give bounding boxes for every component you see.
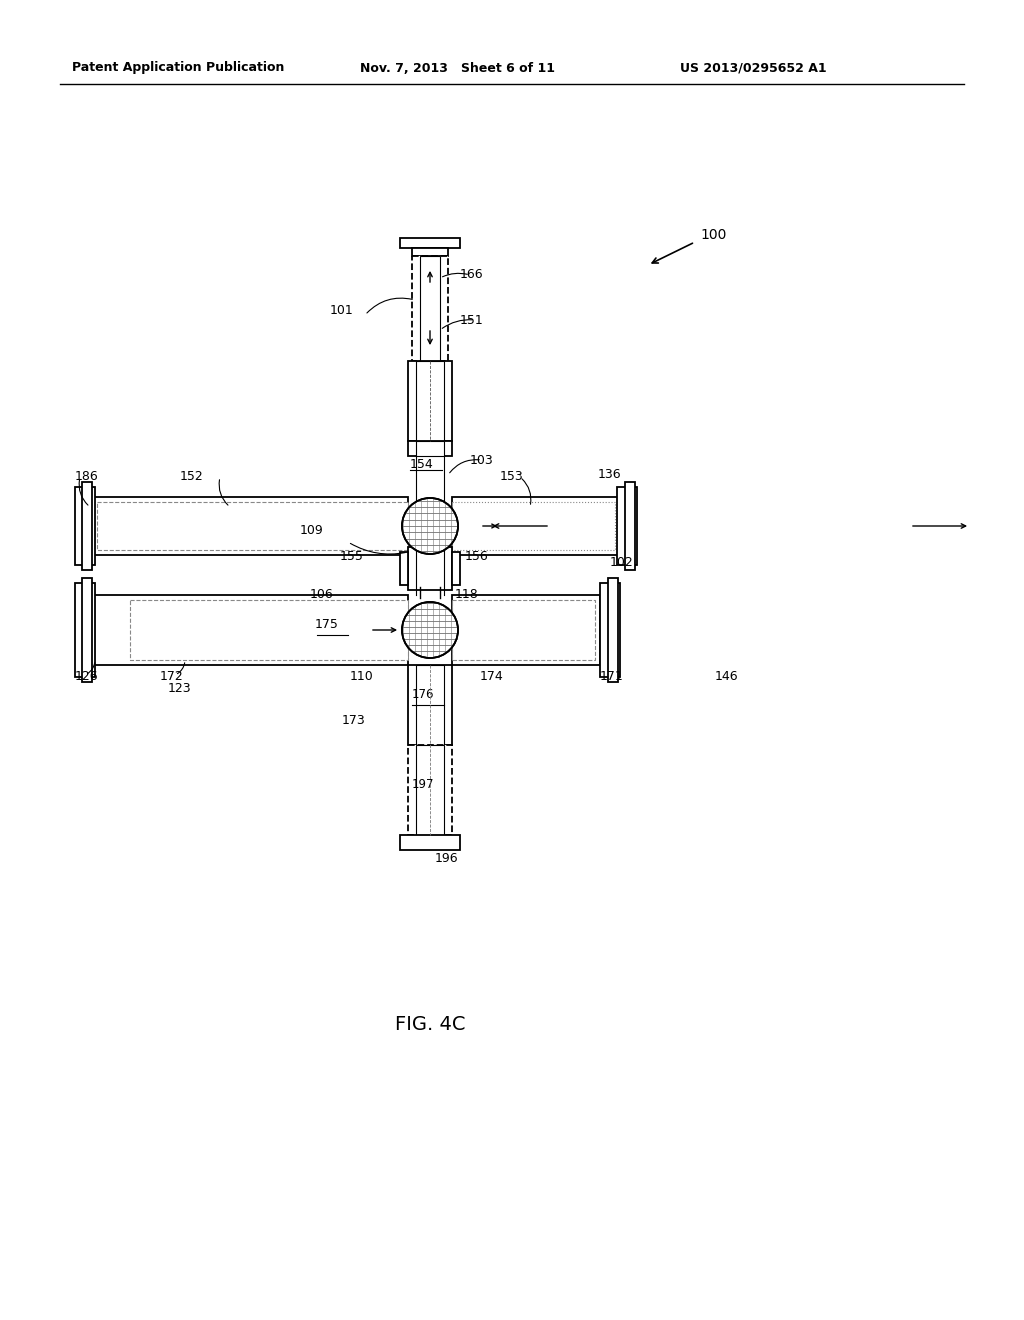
Bar: [452, 502, 615, 550]
Text: 152: 152: [180, 470, 204, 483]
Text: 173: 173: [342, 714, 366, 726]
Bar: [420, 256, 440, 360]
Bar: [625, 482, 635, 570]
Bar: [130, 601, 408, 660]
Bar: [400, 836, 460, 850]
Text: 186: 186: [75, 470, 98, 483]
Text: 123: 123: [168, 682, 191, 696]
Bar: [97, 502, 408, 550]
Bar: [408, 744, 452, 836]
Text: 110: 110: [350, 671, 374, 684]
Text: 176: 176: [412, 689, 434, 701]
Text: 102: 102: [610, 557, 634, 569]
Text: 154: 154: [410, 458, 434, 471]
Text: 118: 118: [455, 589, 479, 602]
Bar: [412, 256, 449, 360]
Bar: [452, 552, 460, 585]
Text: 146: 146: [715, 671, 738, 684]
Bar: [82, 482, 92, 570]
Text: 126: 126: [75, 671, 98, 684]
Bar: [452, 595, 600, 665]
Text: 172: 172: [160, 671, 183, 684]
Bar: [400, 552, 408, 585]
Circle shape: [402, 602, 458, 657]
Circle shape: [402, 498, 458, 554]
Bar: [608, 578, 618, 682]
Bar: [416, 744, 444, 836]
Text: 103: 103: [470, 454, 494, 466]
Text: FIG. 4C: FIG. 4C: [394, 1015, 465, 1035]
Bar: [75, 487, 95, 565]
Text: 151: 151: [460, 314, 483, 326]
Bar: [408, 665, 452, 744]
Text: 101: 101: [330, 304, 353, 317]
Bar: [408, 360, 452, 441]
Text: 175: 175: [315, 619, 339, 631]
Text: 166: 166: [460, 268, 483, 281]
Text: 197: 197: [412, 779, 434, 792]
Bar: [452, 601, 595, 660]
Bar: [452, 498, 620, 554]
Bar: [416, 360, 444, 441]
Text: US 2013/0295652 A1: US 2013/0295652 A1: [680, 62, 826, 74]
Bar: [82, 578, 92, 682]
Text: 109: 109: [300, 524, 324, 537]
Bar: [92, 498, 408, 554]
Text: 106: 106: [310, 589, 334, 602]
Bar: [400, 238, 460, 248]
Text: 153: 153: [500, 470, 523, 483]
Text: Nov. 7, 2013   Sheet 6 of 11: Nov. 7, 2013 Sheet 6 of 11: [360, 62, 555, 74]
Bar: [600, 583, 620, 677]
Bar: [408, 441, 452, 455]
Bar: [412, 248, 449, 256]
Bar: [92, 595, 408, 665]
Text: Patent Application Publication: Patent Application Publication: [72, 62, 285, 74]
Text: 100: 100: [700, 228, 726, 242]
Bar: [416, 441, 444, 455]
Text: 136: 136: [598, 469, 622, 482]
Text: 156: 156: [465, 550, 488, 564]
Bar: [617, 487, 637, 565]
Text: 196: 196: [435, 851, 459, 865]
Bar: [75, 583, 95, 677]
Text: 174: 174: [480, 671, 504, 684]
Text: 155: 155: [340, 550, 364, 564]
Bar: [416, 665, 444, 744]
Text: 171: 171: [600, 671, 624, 684]
Bar: [408, 546, 452, 590]
